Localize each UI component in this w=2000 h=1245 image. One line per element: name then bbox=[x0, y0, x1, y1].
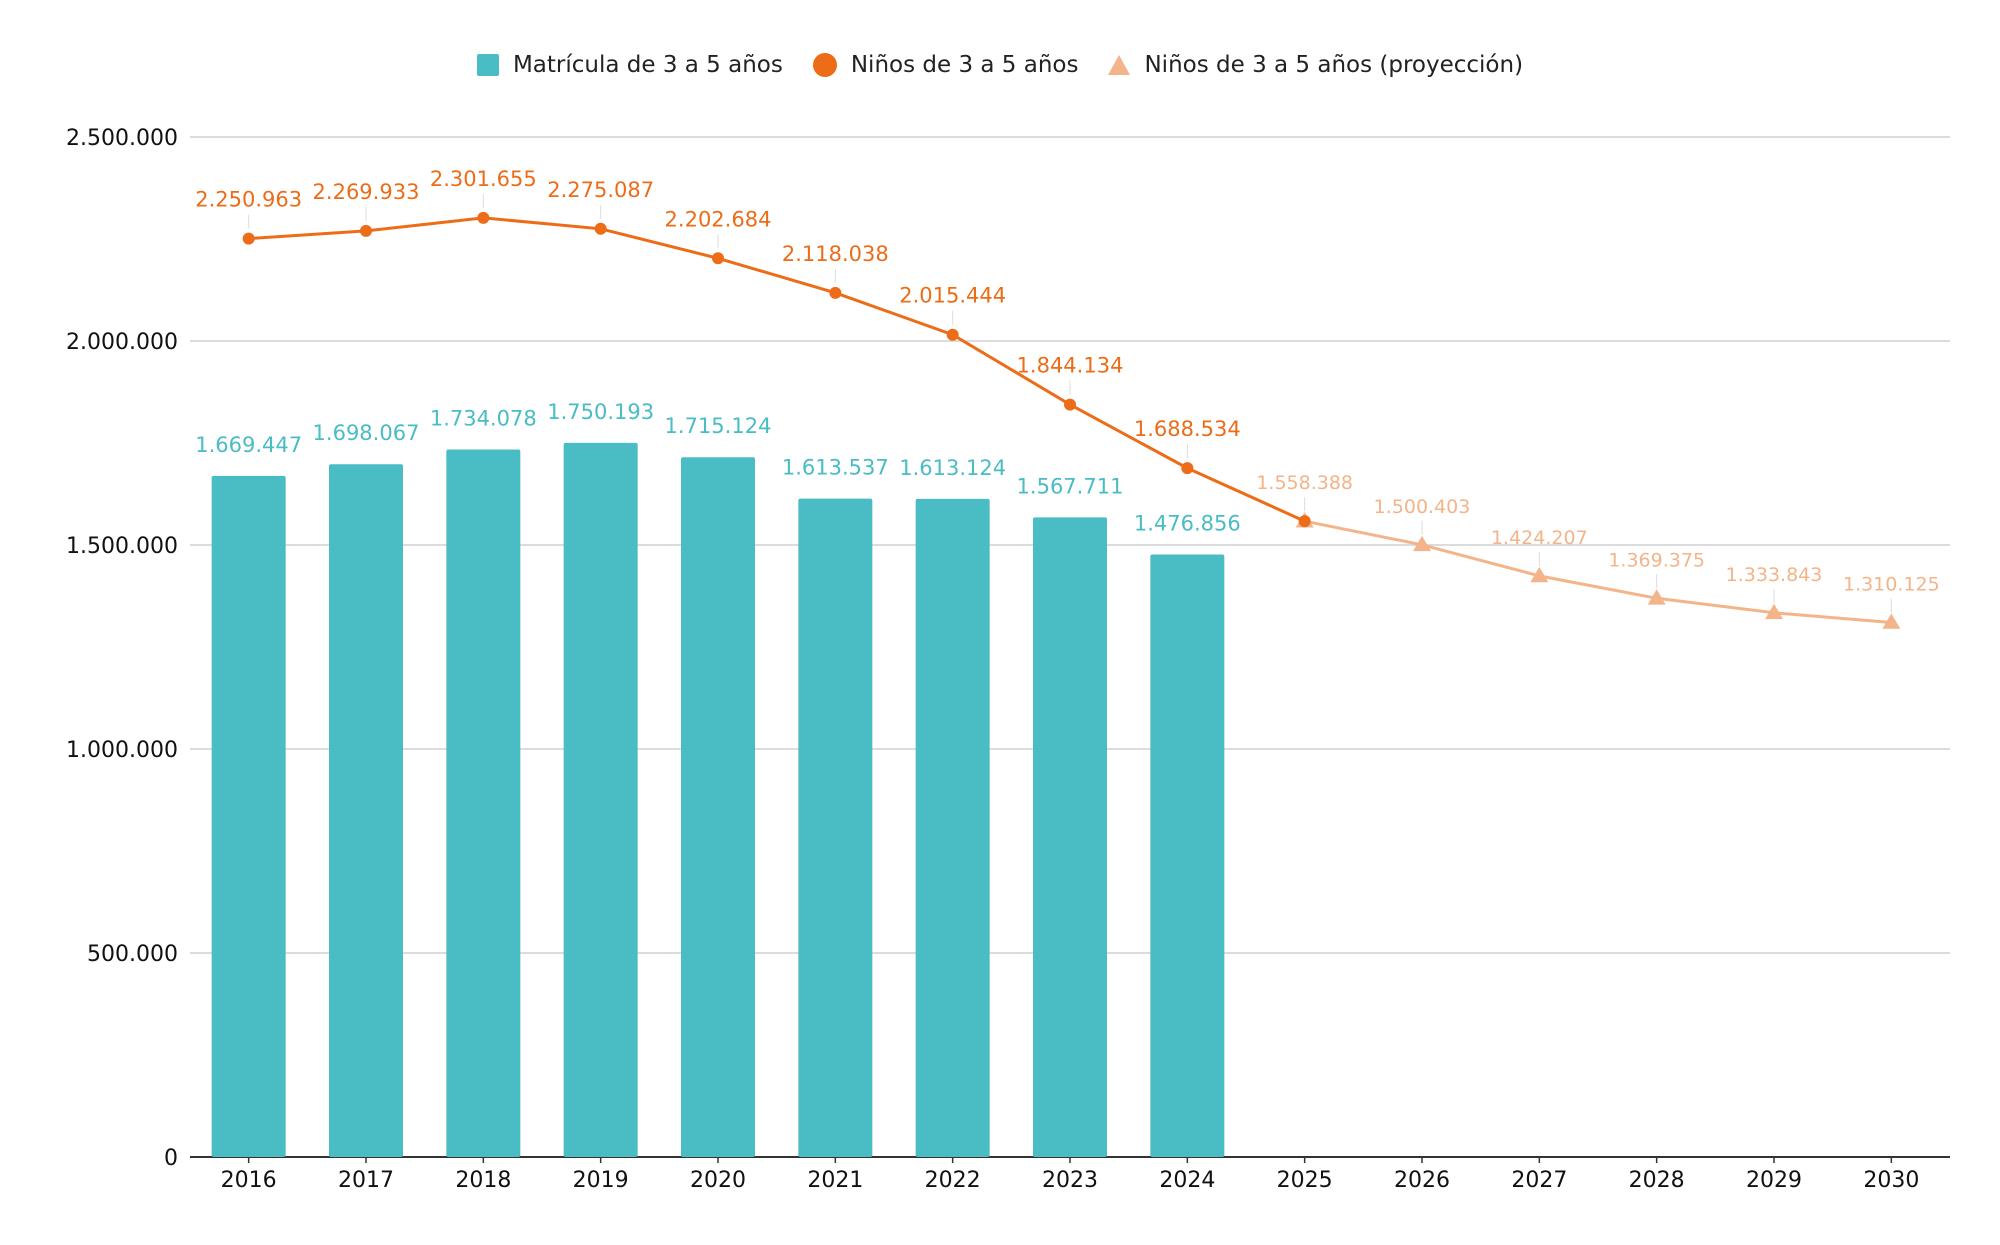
children-point bbox=[946, 328, 959, 341]
x-tick-label: 2023 bbox=[1042, 1168, 1098, 1193]
y-tick-label: 0 bbox=[164, 1146, 178, 1171]
x-tick-label: 2028 bbox=[1629, 1168, 1685, 1193]
children-point bbox=[594, 222, 607, 235]
bar-data-label: 1.698.067 bbox=[313, 421, 420, 445]
x-tick-label: 2022 bbox=[925, 1168, 981, 1193]
y-tick-label: 2.000.000 bbox=[66, 330, 178, 355]
children-data-label: 2.118.038 bbox=[782, 242, 889, 266]
x-tick-label: 2025 bbox=[1277, 1168, 1333, 1193]
projection-data-label: 1.369.375 bbox=[1608, 549, 1705, 571]
x-tick-label: 2016 bbox=[221, 1168, 277, 1193]
children-point bbox=[1298, 515, 1311, 528]
bar-data-label: 1.567.711 bbox=[1017, 474, 1124, 498]
projection-data-label: 1.310.125 bbox=[1843, 573, 1940, 595]
projection-data-label: 1.333.843 bbox=[1726, 564, 1823, 586]
children-point bbox=[1064, 398, 1076, 411]
children-data-label: 2.275.087 bbox=[547, 178, 654, 202]
legend-item-enrollment[interactable]: Matrícula de 3 a 5 años bbox=[476, 52, 783, 78]
bar-data-label: 1.734.078 bbox=[430, 406, 537, 430]
bar-data-label: 1.750.193 bbox=[547, 400, 654, 424]
children-data-label: 1.688.534 bbox=[1134, 417, 1241, 441]
children-point bbox=[712, 252, 724, 265]
x-tick-label: 2030 bbox=[1863, 1168, 1919, 1193]
legend-swatch-children bbox=[812, 53, 837, 77]
bar bbox=[798, 498, 873, 1158]
projection-data-label: 1.558.388 bbox=[1256, 472, 1353, 494]
projection-point bbox=[1413, 535, 1431, 552]
bar-data-label: 1.613.537 bbox=[782, 456, 889, 480]
bar-data-label: 1.476.856 bbox=[1134, 511, 1241, 535]
children-line bbox=[248, 216, 1306, 523]
projection-data-label: 1.424.207 bbox=[1491, 527, 1588, 549]
x-tick-label: 2019 bbox=[573, 1168, 629, 1193]
x-tick-label: 2027 bbox=[1511, 1168, 1567, 1193]
x-tick-label: 2017 bbox=[338, 1168, 394, 1193]
x-tick-label: 2018 bbox=[455, 1168, 511, 1193]
children-point bbox=[1181, 462, 1194, 475]
legend-label-children: Niños de 3 a 5 años bbox=[850, 52, 1079, 78]
bar bbox=[563, 442, 638, 1157]
children-data-label: 2.269.933 bbox=[313, 180, 420, 204]
bar-data-label: 1.613.124 bbox=[899, 456, 1006, 480]
legend-label-projection: Niños de 3 a 5 años (proyección) bbox=[1144, 52, 1524, 78]
y-tick-label: 2.500.000 bbox=[66, 126, 178, 151]
projection-point bbox=[1530, 566, 1549, 583]
legend-item-children[interactable]: Niños de 3 a 5 años bbox=[812, 52, 1079, 78]
bar bbox=[1033, 517, 1107, 1157]
legend-swatch-projection bbox=[1108, 55, 1131, 75]
children-point bbox=[360, 224, 372, 237]
bar bbox=[681, 457, 755, 1158]
x-tick-label: 2024 bbox=[1159, 1168, 1215, 1193]
children-point bbox=[242, 232, 255, 245]
y-tick-label: 500.000 bbox=[87, 942, 178, 967]
x-tick-label: 2021 bbox=[807, 1168, 863, 1193]
children-data-label: 1.844.134 bbox=[1017, 354, 1124, 378]
children-data-label: 2.015.444 bbox=[899, 284, 1006, 308]
projection-line bbox=[1304, 519, 1892, 624]
y-tick-label: 1.500.000 bbox=[66, 534, 178, 559]
children-data-label: 2.202.684 bbox=[665, 207, 772, 231]
bar-data-label: 1.715.124 bbox=[665, 414, 772, 438]
projection-data-label: 1.500.403 bbox=[1374, 496, 1471, 518]
y-tick-label: 1.000.000 bbox=[66, 738, 178, 763]
legend-label-enrollment: Matrícula de 3 a 5 años bbox=[512, 52, 783, 78]
x-tick-label: 2029 bbox=[1746, 1168, 1802, 1193]
legend-item-projection[interactable]: Niños de 3 a 5 años (proyección) bbox=[1108, 52, 1523, 78]
projection-point bbox=[1765, 603, 1783, 620]
legend-swatch-enrollment bbox=[476, 54, 499, 76]
bar bbox=[329, 464, 403, 1157]
children-point bbox=[477, 211, 490, 224]
projection-point bbox=[1882, 613, 1901, 629]
chart-legend: Matrícula de 3 a 5 años Niños de 3 a 5 a… bbox=[0, 52, 2000, 78]
children-data-label: 2.301.655 bbox=[430, 167, 537, 191]
bar bbox=[1150, 554, 1225, 1157]
bar bbox=[446, 449, 521, 1157]
bar bbox=[915, 498, 990, 1157]
projection-point bbox=[1647, 589, 1666, 605]
bar bbox=[211, 475, 286, 1158]
bar-data-label: 1.669.447 bbox=[195, 433, 302, 457]
x-tick-label: 2026 bbox=[1394, 1168, 1450, 1193]
children-point bbox=[829, 286, 842, 299]
children-data-label: 2.250.963 bbox=[195, 188, 302, 212]
x-tick-label: 2020 bbox=[690, 1168, 746, 1193]
